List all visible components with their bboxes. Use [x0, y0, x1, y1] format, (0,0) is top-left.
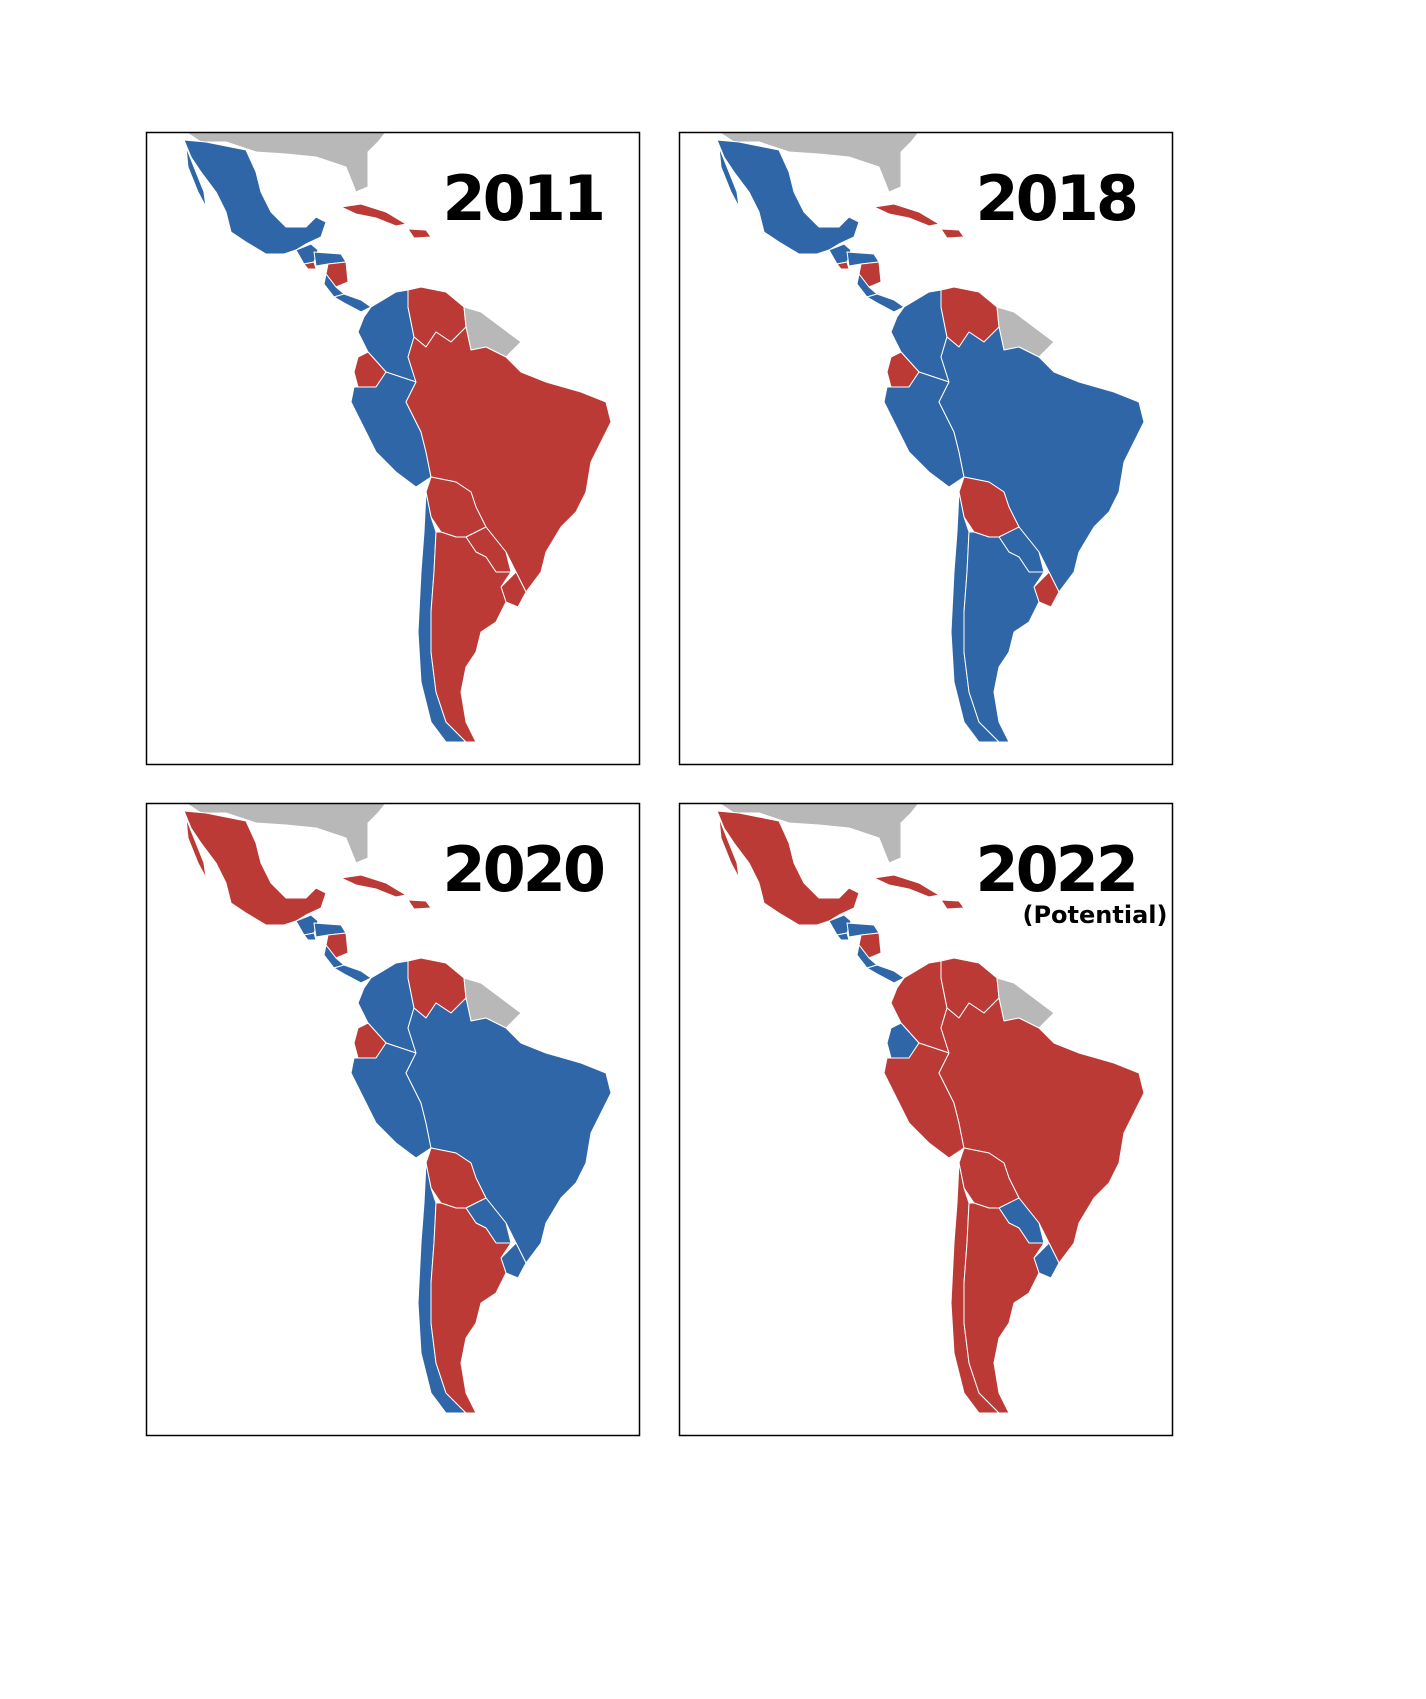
panel-border — [678, 131, 1174, 766]
panel-border — [678, 802, 1174, 1437]
panel-title: 2018 — [975, 162, 1136, 235]
panel-subtitle: (Potential) — [1023, 901, 1168, 929]
panel-title: 2011 — [442, 162, 603, 235]
panel: 2018 — [678, 131, 1174, 766]
panel-title: 2022 — [975, 833, 1136, 906]
panel: 2011 — [145, 131, 641, 766]
panel: 2020 — [145, 802, 641, 1437]
panel: 2022 (Potential) — [678, 802, 1174, 1437]
panel-border — [145, 131, 641, 766]
panel-border — [145, 802, 641, 1437]
panel-title: 2020 — [442, 833, 603, 906]
